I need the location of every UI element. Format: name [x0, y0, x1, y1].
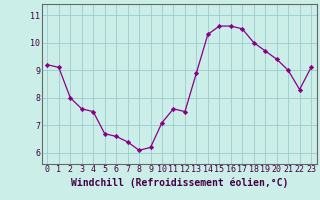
X-axis label: Windchill (Refroidissement éolien,°C): Windchill (Refroidissement éolien,°C) [70, 177, 288, 188]
